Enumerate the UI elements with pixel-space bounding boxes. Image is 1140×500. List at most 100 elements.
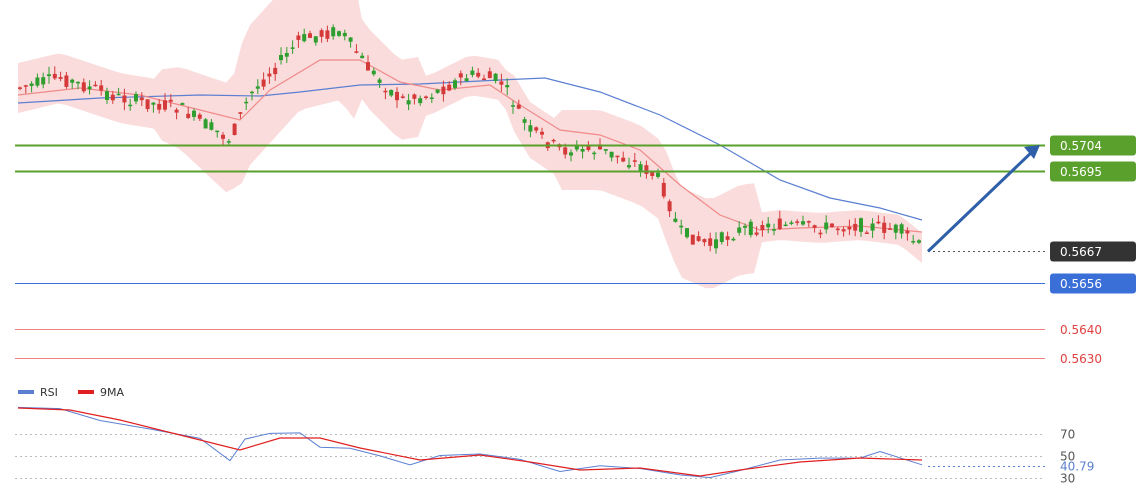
candle-body (592, 152, 597, 155)
legend-swatch-9ma (78, 390, 94, 394)
candle-body (116, 93, 121, 96)
level-label-0.5640: 0.5640 (1060, 323, 1102, 337)
candle-body (864, 232, 869, 234)
candle-body (818, 232, 823, 235)
candle-body (244, 101, 249, 104)
candle-body (52, 73, 57, 79)
rsi-level-label-30: 30 (1060, 472, 1075, 486)
candle-body (168, 99, 173, 102)
candle-body (226, 141, 231, 143)
candle-body (783, 224, 788, 227)
candle-body (435, 89, 440, 93)
legend-swatch-rsi (18, 390, 34, 394)
candle-body (290, 47, 295, 49)
candle-body (157, 103, 162, 110)
candle-body (458, 73, 463, 78)
candle-body (882, 222, 887, 233)
candle-body (99, 85, 104, 91)
candle-body (777, 218, 782, 229)
candle-body (574, 146, 579, 150)
candle-body (847, 226, 852, 230)
candle-body (76, 81, 80, 84)
candle-body (893, 224, 898, 233)
candle-body (325, 30, 330, 39)
candle-body (197, 114, 202, 119)
candle-body (690, 234, 695, 245)
candle-body (139, 97, 144, 101)
candle-body (540, 131, 544, 135)
candle-body (806, 221, 811, 223)
candle-body (644, 165, 649, 174)
candle-body (209, 122, 214, 130)
candle-body (876, 221, 881, 224)
bollinger-band (18, 0, 922, 289)
candle-body (708, 238, 713, 246)
candle-body (731, 238, 736, 241)
candle-body (308, 33, 312, 38)
candle-body (238, 112, 243, 114)
candle-body (58, 77, 63, 79)
candle-body (180, 103, 185, 105)
candle-body (174, 109, 179, 113)
candle-body (551, 139, 556, 142)
candle-body (331, 27, 336, 37)
candle-body (603, 149, 608, 151)
level-label-0.5704: 0.5704 (1060, 139, 1102, 153)
candle-body (627, 165, 631, 168)
candle-body (313, 36, 318, 43)
candle-body (714, 239, 718, 249)
candle-body (255, 86, 260, 89)
rsi-level-label-50: 50 (1060, 450, 1075, 464)
candle-body (134, 94, 138, 102)
legend-label-9ma: 9MA (100, 386, 124, 399)
level-badge-0.5667 (1050, 241, 1136, 262)
candle-body (743, 225, 747, 228)
candle-body (383, 90, 388, 93)
candle-body (522, 119, 527, 123)
candle-body (615, 155, 620, 158)
candle-body (841, 229, 846, 232)
candle-body (696, 236, 701, 241)
candle-body (348, 37, 353, 42)
candle-body (267, 73, 272, 77)
candle-body (482, 78, 486, 80)
moving-average-slow (17, 77, 923, 221)
candle-body (638, 164, 643, 171)
candle-body (487, 71, 492, 79)
moving-average-fast (17, 59, 923, 233)
candle-body (725, 236, 730, 240)
candle-body (261, 79, 266, 87)
level-badge-0.5704 (1050, 135, 1136, 156)
candle-body (418, 98, 423, 104)
candle-body (412, 94, 417, 99)
candle-body (23, 85, 28, 87)
candle-body (586, 144, 591, 150)
candle-body (105, 91, 109, 100)
candle-body (35, 77, 40, 86)
candle-body (453, 80, 457, 88)
candle-body (888, 228, 892, 230)
candle-body (296, 35, 301, 40)
candle-body (110, 94, 115, 101)
candle-body (284, 53, 289, 57)
candle-body (685, 228, 689, 238)
candle-body (186, 113, 191, 118)
level-badge-0.5656 (1050, 273, 1136, 294)
candle-body (673, 218, 678, 222)
level-badge-0.5695 (1050, 161, 1136, 182)
candle-body (511, 105, 515, 107)
rsi-line (17, 406, 923, 479)
candle-body (563, 147, 568, 155)
candle-body (835, 228, 840, 231)
candle-body (215, 130, 220, 133)
candle-body (400, 96, 405, 98)
candle-body (441, 86, 446, 95)
level-label-0.5656: 0.5656 (1060, 277, 1102, 291)
candle-body (679, 225, 684, 228)
candle-body (598, 144, 602, 150)
candle-body (232, 123, 237, 135)
level-label-0.5667: 0.5667 (1060, 245, 1102, 259)
candle-body (377, 79, 382, 83)
candle-body (516, 104, 521, 109)
